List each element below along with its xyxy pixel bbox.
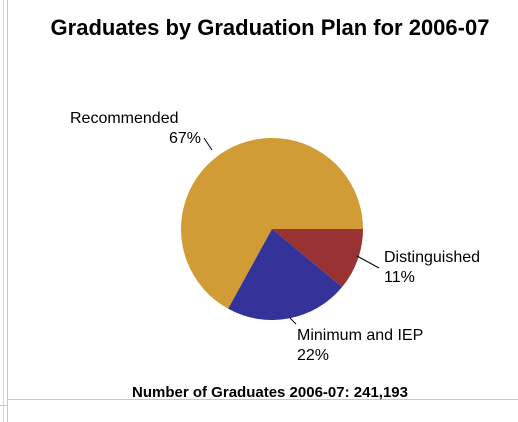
leader-line-minimum-iep	[289, 317, 297, 325]
label-recommended: Recommended	[70, 110, 179, 127]
slice-minimum-iep	[228, 229, 343, 320]
label-minimum-iep: Minimum and IEP	[297, 327, 423, 344]
slice-recommended	[180, 137, 363, 309]
frame-left-border	[0, 0, 8, 422]
pct-distinguished: 11%	[384, 269, 415, 286]
frame-bottom-border	[8, 399, 518, 400]
graduates-total: Number of Graduates 2006-07: 241,193	[132, 384, 408, 401]
frame-bottom-left-line	[0, 405, 7, 406]
label-distinguished: Distinguished	[384, 249, 480, 266]
pct-minimum-iep: 22%	[297, 347, 329, 364]
pct-recommended: 67%	[169, 130, 201, 147]
chart-title: Graduates by Graduation Plan for 2006-07	[50, 15, 490, 40]
leader-line-distinguished	[356, 255, 380, 269]
leader-line-recommended	[203, 137, 213, 151]
slice-distinguished	[272, 229, 363, 288]
frame-left-inner-line	[3, 0, 4, 422]
